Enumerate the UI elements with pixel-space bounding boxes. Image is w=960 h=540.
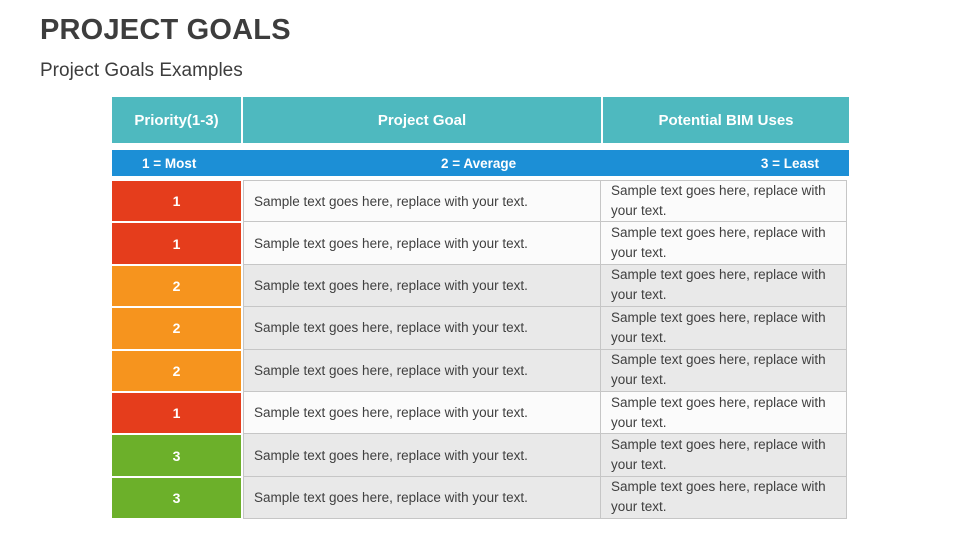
bim-uses-cell: Sample text goes here, replace with your… (601, 180, 847, 223)
page-subtitle: Project Goals Examples (40, 60, 243, 81)
priority-cell: 1 (112, 392, 241, 434)
priority-cell: 1 (112, 181, 241, 222)
priority-cell: 2 (112, 350, 241, 391)
bim-uses-cell: Sample text goes here, replace with your… (601, 349, 847, 392)
project-goal-cell: Sample text goes here, replace with your… (243, 434, 601, 477)
table-header-row: Priority(1-3) Project Goal Potential BIM… (112, 97, 849, 143)
table-row: 3 Sample text goes here, replace with yo… (112, 434, 849, 477)
project-goal-cell: Sample text goes here, replace with your… (243, 222, 601, 265)
column-header-potential-bim-uses: Potential BIM Uses (603, 97, 849, 143)
bim-uses-cell: Sample text goes here, replace with your… (601, 391, 847, 435)
priority-cell: 1 (112, 223, 241, 264)
table-row: 2 Sample text goes here, replace with yo… (112, 349, 849, 392)
column-header-project-goal: Project Goal (243, 97, 601, 143)
priority-cell: 2 (112, 265, 241, 307)
table-row: 1 Sample text goes here, replace with yo… (112, 391, 849, 435)
bim-uses-cell: Sample text goes here, replace with your… (601, 264, 847, 308)
bim-uses-cell: Sample text goes here, replace with your… (601, 222, 847, 265)
legend-most: 1 = Most (142, 155, 197, 171)
project-goal-cell: Sample text goes here, replace with your… (243, 180, 601, 223)
priority-cell: 3 (112, 477, 241, 519)
priority-legend-bar: 1 = Most 2 = Average 3 = Least (112, 150, 849, 176)
column-header-priority: Priority(1-3) (112, 97, 241, 143)
table-row: 2 Sample text goes here, replace with yo… (112, 307, 849, 350)
page-title: PROJECT GOALS (40, 14, 291, 46)
project-goals-table: Priority(1-3) Project Goal Potential BIM… (112, 97, 849, 520)
bim-uses-cell: Sample text goes here, replace with your… (601, 476, 847, 520)
legend-least: 3 = Least (760, 155, 819, 171)
bim-uses-cell: Sample text goes here, replace with your… (601, 434, 847, 477)
priority-cell: 3 (112, 435, 241, 476)
table-body: 1 Sample text goes here, replace with yo… (112, 180, 849, 520)
project-goal-cell: Sample text goes here, replace with your… (243, 307, 601, 350)
project-goal-cell: Sample text goes here, replace with your… (243, 391, 601, 435)
bim-uses-cell: Sample text goes here, replace with your… (601, 307, 847, 350)
project-goal-cell: Sample text goes here, replace with your… (243, 476, 601, 520)
legend-average: 2 = Average (441, 155, 517, 171)
project-goal-cell: Sample text goes here, replace with your… (243, 264, 601, 308)
table-row: 1 Sample text goes here, replace with yo… (112, 180, 849, 223)
table-row: 2 Sample text goes here, replace with yo… (112, 264, 849, 308)
project-goal-cell: Sample text goes here, replace with your… (243, 349, 601, 392)
priority-cell: 2 (112, 308, 241, 349)
table-row: 1 Sample text goes here, replace with yo… (112, 222, 849, 265)
table-row: 3 Sample text goes here, replace with yo… (112, 476, 849, 520)
